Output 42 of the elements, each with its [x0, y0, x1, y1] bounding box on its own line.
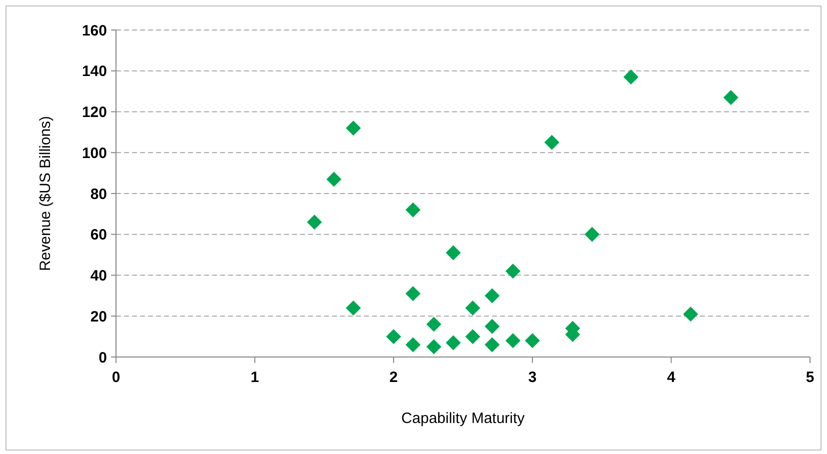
point: [406, 337, 421, 352]
point: [465, 300, 480, 316]
point: [505, 333, 520, 348]
x-tick-label: 3: [528, 369, 537, 386]
point: [326, 172, 342, 187]
point: [406, 202, 421, 218]
point: [484, 337, 500, 352]
y-tick-label: 100: [82, 144, 107, 162]
point: [346, 120, 361, 136]
point: [446, 245, 461, 260]
point: [623, 70, 638, 85]
x-tick-label: 1: [250, 369, 259, 386]
point: [505, 264, 520, 279]
point: [386, 329, 402, 344]
y-tick-label: 160: [82, 22, 107, 40]
point: [306, 214, 322, 230]
x-tick-label: 5: [806, 369, 814, 386]
point: [544, 134, 560, 150]
point: [465, 329, 480, 344]
x-tick-label: 4: [667, 369, 676, 386]
point: [406, 286, 421, 302]
y-tick-label: 80: [90, 186, 107, 203]
point: [723, 90, 738, 105]
point: [484, 288, 500, 304]
y-tick-label: 40: [90, 268, 107, 284]
point: [524, 333, 540, 348]
x-tick-label: 2: [389, 369, 398, 386]
y-axis-title: Revenue ($US Billions): [37, 116, 54, 272]
x-tick-label: 0: [112, 369, 120, 386]
y-tick-label: 140: [82, 63, 107, 80]
y-tick-label: 20: [90, 308, 107, 326]
point: [683, 306, 698, 322]
point: [446, 335, 461, 350]
point: [346, 300, 361, 316]
y-tick-label: 0: [98, 349, 107, 366]
y-tick-label: 60: [90, 226, 107, 244]
point: [426, 339, 442, 354]
point: [584, 226, 600, 242]
point: [484, 318, 500, 334]
y-tick-label: 120: [82, 104, 107, 121]
x-axis-title: Capability Maturity: [401, 410, 526, 427]
point: [426, 316, 442, 332]
